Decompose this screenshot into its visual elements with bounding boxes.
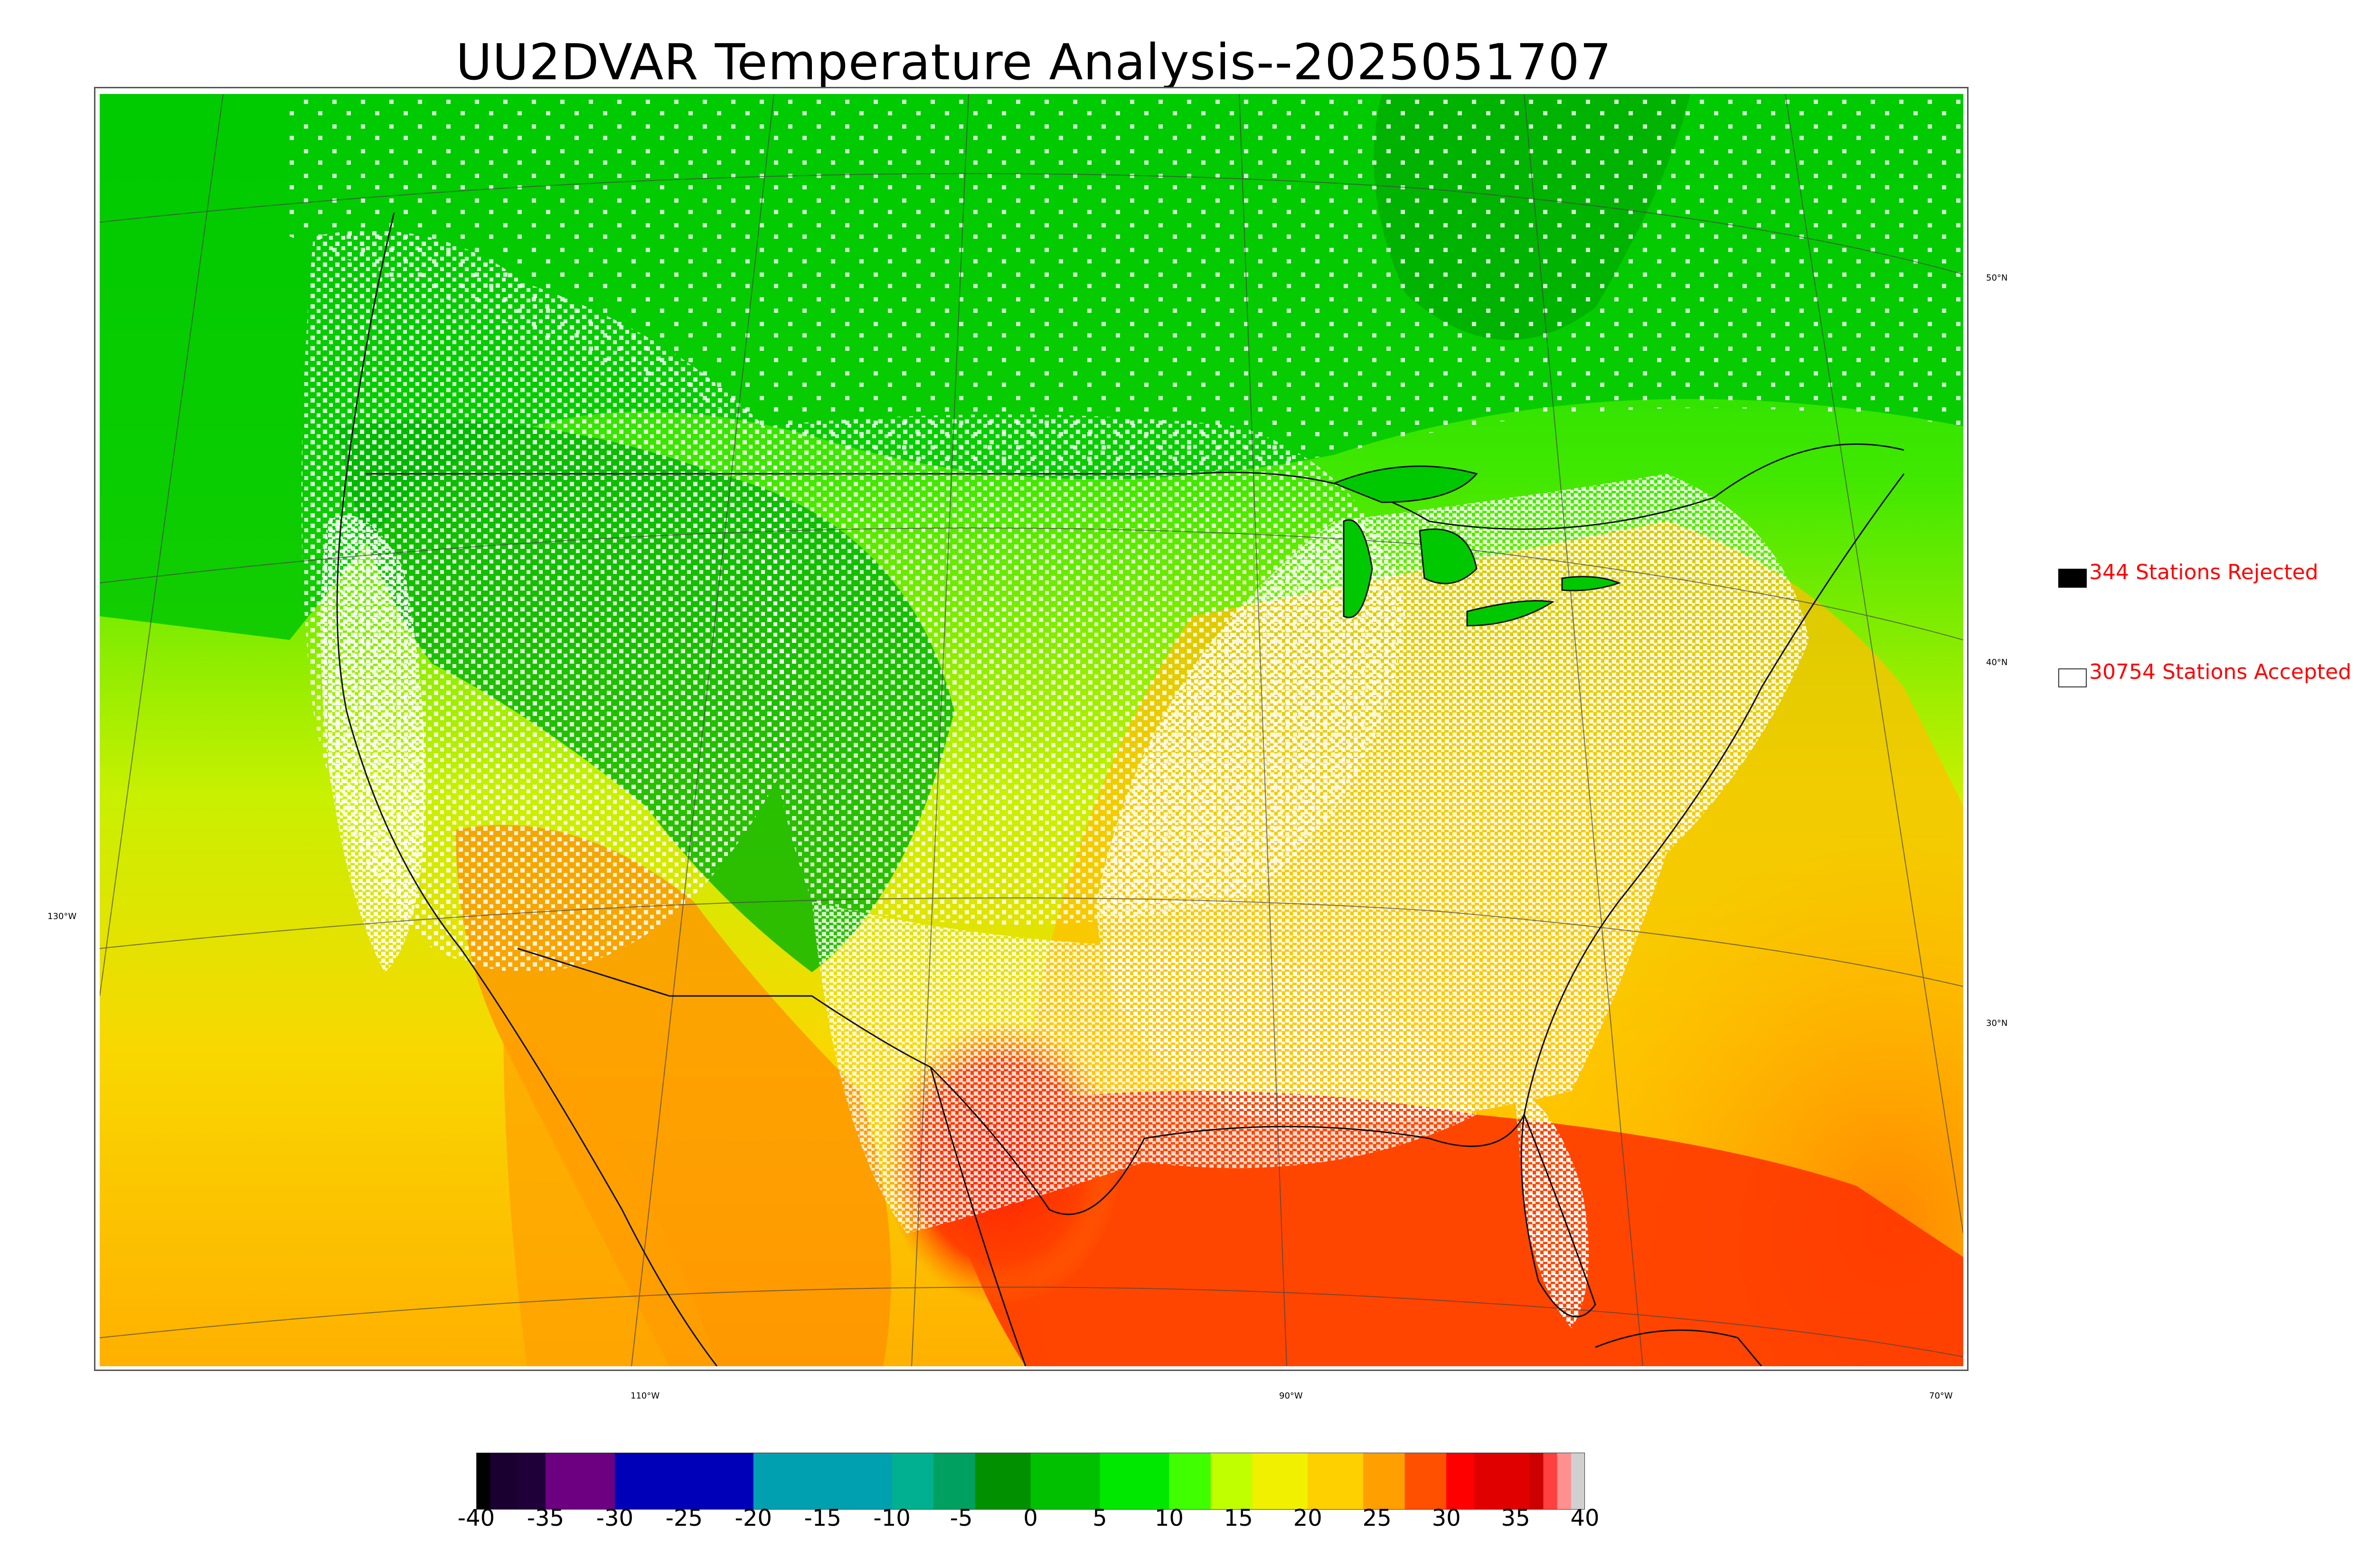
colorbar-segment [1571, 1453, 1585, 1510]
colorbar-tick-label: -20 [735, 1505, 772, 1531]
meridian-120w [100, 94, 224, 996]
colorbar-segment [1363, 1453, 1405, 1510]
colorbar-tick-label: -5 [950, 1505, 973, 1531]
colorbar-segment [753, 1453, 893, 1510]
colorbar-segment [490, 1453, 518, 1510]
cuba-outline [1595, 1329, 1762, 1366]
colorbar-segment [1210, 1453, 1253, 1510]
colorbar-segment [1252, 1453, 1308, 1510]
station-obs-west [301, 230, 796, 972]
colorbar-segment [1557, 1453, 1572, 1510]
lon-label-70w: 70°W [1929, 1391, 1953, 1401]
parallel-30n [100, 897, 1963, 987]
us-canada-border [366, 443, 1904, 530]
us-mexico-border [517, 948, 931, 1068]
colorbar-segment [975, 1453, 1031, 1510]
colorbar-tick-label: 15 [1224, 1505, 1253, 1531]
station-obs-west-coast [320, 515, 425, 972]
parallel-20n [100, 1286, 1963, 1357]
mexico-west-region [503, 1020, 717, 1366]
parallel-50n [100, 173, 1963, 275]
boundaries [336, 212, 1905, 1366]
meridian-100w [911, 94, 969, 1366]
station-obs-south [812, 901, 1477, 1233]
graticule [100, 94, 1963, 1366]
lake-michigan [1343, 519, 1373, 619]
temperature-map[interactable] [100, 94, 1963, 1366]
colorbar-segment [933, 1453, 976, 1510]
colorbar-segment [614, 1453, 754, 1510]
meridian-110w [631, 94, 774, 1366]
legend-rejected-swatch [2058, 569, 2087, 588]
colorbar-tick-label: 25 [1362, 1505, 1392, 1531]
east-coastline [1523, 473, 1905, 1115]
west-coastline [336, 212, 718, 1366]
meridian-70w [1785, 94, 1963, 1234]
colorbar-segment [892, 1453, 934, 1510]
great-lakes [1332, 465, 1621, 627]
lake-superior [1332, 465, 1478, 503]
colorbar-tick-label: -10 [873, 1505, 911, 1531]
colorbar-tick-label: 20 [1293, 1505, 1322, 1531]
colorbar-tick-label: 35 [1501, 1505, 1530, 1531]
lat-label-50n: 50°N [1986, 273, 2008, 283]
legend-rejected-label: 344 Stations Rejected [2089, 560, 2318, 584]
florida-coastline [1520, 1114, 1596, 1318]
lake-erie [1466, 600, 1555, 627]
map-title: UU2DVAR Temperature Analysis--2025051707 [456, 33, 1612, 91]
lat-label-30n: 30°N [1986, 1018, 2008, 1028]
colorbar-segment [1308, 1453, 1364, 1510]
colorbar-tick-label: 40 [1570, 1505, 1600, 1531]
mexico-coastline [930, 1067, 1027, 1366]
colorbar-segment [1030, 1453, 1100, 1510]
station-obs-florida [1515, 1091, 1589, 1328]
lon-label-110w: 110°W [631, 1391, 660, 1401]
parallel-40n [100, 527, 1963, 640]
lon-label-90w: 90°W [1279, 1391, 1303, 1401]
colorbar-tick-label: 5 [1093, 1505, 1107, 1531]
colorbar-segment [476, 1453, 490, 1510]
colorbar-tick-label: -35 [527, 1505, 565, 1531]
colorbar-segment [1404, 1453, 1447, 1510]
colorbar-tick-label: 10 [1154, 1505, 1184, 1531]
lake-huron [1419, 528, 1478, 584]
colorbar-tick-label: -40 [457, 1505, 495, 1531]
colorbar-segment [545, 1453, 615, 1510]
station-obs-canada [290, 94, 1963, 478]
colorbar-segment [1100, 1453, 1169, 1510]
gulf-coastline [930, 1066, 1525, 1215]
meridian-90w [1239, 94, 1287, 1366]
colorbar-segment [1169, 1453, 1211, 1510]
colorbar-tick-label: -30 [596, 1505, 634, 1531]
colorbar-tick-label: 30 [1432, 1505, 1461, 1531]
meridian-80w [1524, 94, 1643, 1366]
colorbar-tick-label: 0 [1023, 1505, 1038, 1531]
legend-accepted-swatch [2058, 668, 2087, 687]
colorbar-segment [1474, 1453, 1530, 1510]
colorbar-segment [1446, 1453, 1474, 1510]
lat-label-40n: 40°N [1986, 657, 2008, 667]
colorbar-segment [518, 1453, 546, 1510]
lon-label-130w: 130°W [47, 911, 77, 921]
temperature-colorbar [476, 1453, 1585, 1510]
colorbar-segment [1529, 1453, 1544, 1510]
legend-accepted-label: 30754 Stations Accepted [2089, 660, 2352, 684]
colorbar-tick-label: -15 [804, 1505, 841, 1531]
colorbar-segment [1543, 1453, 1558, 1510]
lake-ontario [1561, 576, 1621, 592]
colorbar-tick-label: -25 [665, 1505, 703, 1531]
